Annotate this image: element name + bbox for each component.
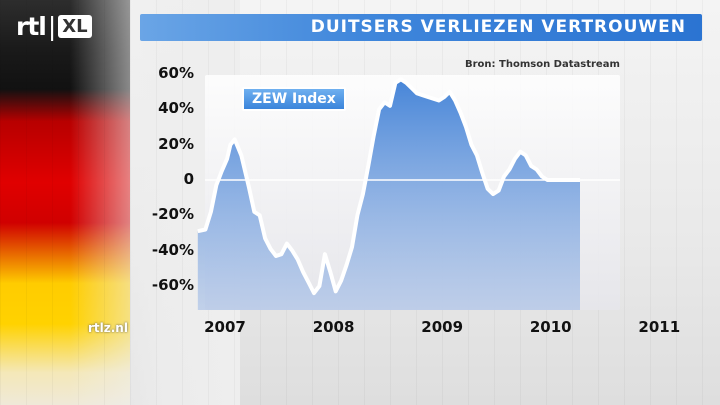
x-tick-label: 2009 xyxy=(421,318,464,336)
title-banner: DUITSERS VERLIEZEN VERTROUWEN xyxy=(140,14,702,41)
y-tick-label: 20% xyxy=(158,134,194,153)
logo-rtl: rtl xyxy=(16,11,47,41)
y-tick-label: 40% xyxy=(158,99,194,118)
site-url: rtlz.nl xyxy=(88,321,128,335)
x-tick-label: 2008 xyxy=(312,318,355,336)
x-tick-label: 2007 xyxy=(204,318,246,336)
zew-area-fill xyxy=(197,79,581,310)
logo-xl: XL xyxy=(58,14,92,38)
rtl-xl-logo: rtl | XL xyxy=(16,11,92,41)
y-tick-label: 60% xyxy=(158,64,194,82)
y-tick-label: -20% xyxy=(151,205,194,224)
x-tick-label: 2010 xyxy=(529,318,572,336)
chart-legend: ZEW Index xyxy=(242,87,346,111)
y-tick-label: 0 xyxy=(183,170,194,188)
logo-separator: | xyxy=(47,11,57,41)
y-tick-label: -40% xyxy=(151,240,194,259)
x-tick-label: 2011 xyxy=(638,318,681,336)
zew-series-line xyxy=(197,77,580,296)
chart-source: Bron: Thomson Datastream xyxy=(465,59,620,70)
page-title: DUITSERS VERLIEZEN VERTROUWEN xyxy=(310,17,686,37)
y-tick-label: -60% xyxy=(151,276,194,294)
